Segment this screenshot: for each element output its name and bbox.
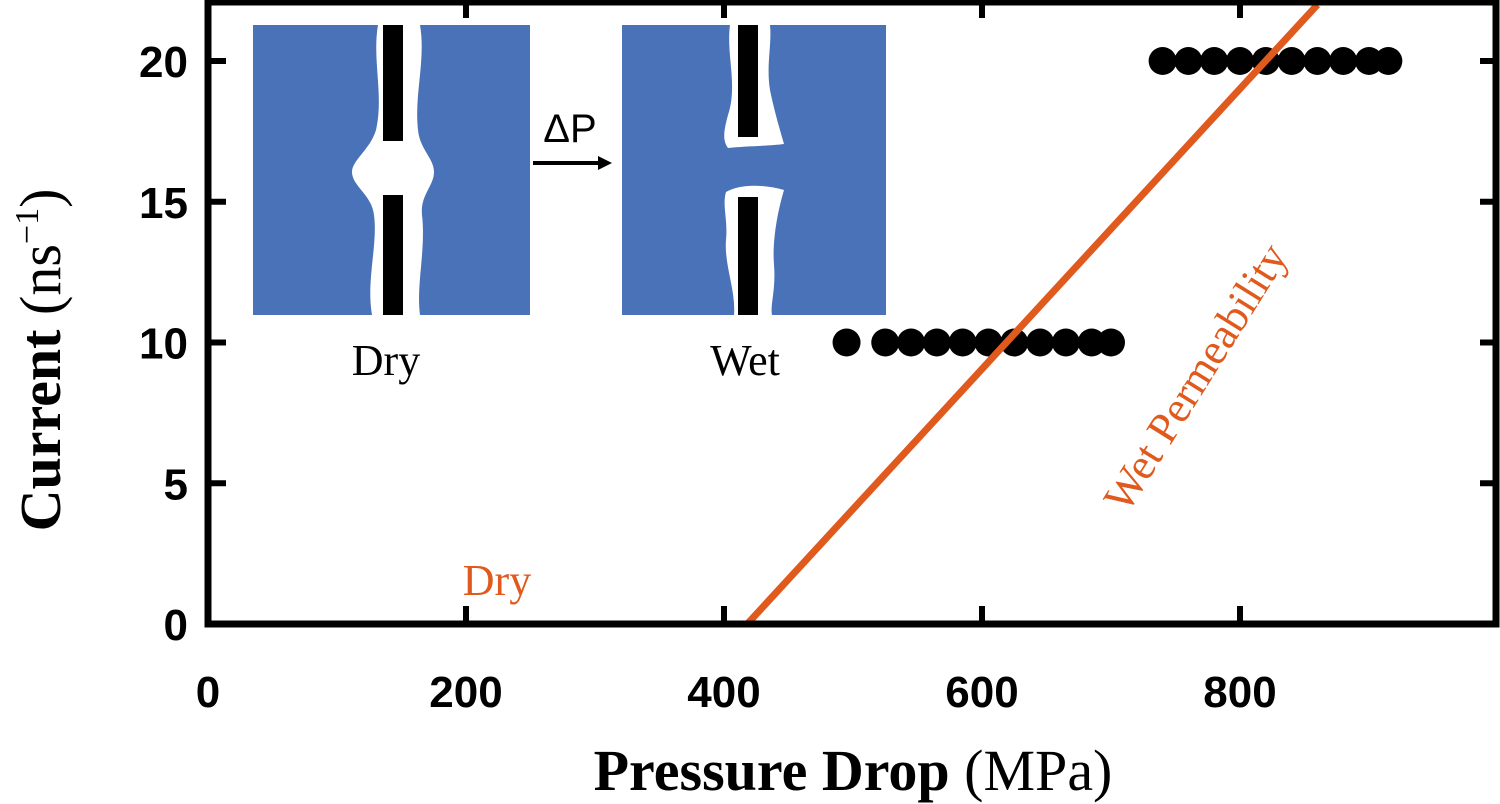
inset-delta-p-label: ΔP xyxy=(543,107,596,151)
x-axis-title-unit: (MPa) xyxy=(964,738,1112,803)
scatter-point xyxy=(1277,47,1306,75)
y-axis-title-unit: (ns xyxy=(8,244,73,315)
y-axis-title-space xyxy=(8,315,73,330)
scatter-point xyxy=(1303,47,1332,75)
y-tick-label: 0 xyxy=(164,601,188,650)
inset-wet-wall-top xyxy=(738,25,758,137)
scatter-point xyxy=(1077,328,1106,357)
axes-border xyxy=(204,0,1500,628)
scatter-point xyxy=(922,328,951,357)
x-tick-label: 0 xyxy=(196,668,220,717)
x-tick-label: 600 xyxy=(945,668,1018,717)
inset-arrow: ΔP xyxy=(533,107,612,170)
scatter-point xyxy=(1148,47,1177,75)
x-tick-label: 800 xyxy=(1203,668,1276,717)
y-tick-label: 15 xyxy=(139,179,188,228)
scatter-point xyxy=(1226,47,1254,75)
scatter-point xyxy=(948,328,977,357)
series-line-wet-permeability xyxy=(744,2,1320,624)
dry-line-label: Dry xyxy=(463,556,531,605)
scatter-point xyxy=(1355,47,1383,75)
inset-dry-wall-top xyxy=(383,25,403,141)
axes-frame xyxy=(204,0,1500,628)
scatter-point xyxy=(897,328,926,357)
inset-illustration: Dry ΔP Wet xyxy=(253,25,886,385)
y-axis-title: Current (ns−1) xyxy=(8,189,73,532)
x-tick-label: 200 xyxy=(429,668,502,717)
scatter-point xyxy=(1200,47,1229,75)
inset-dry-wall-bottom xyxy=(383,195,403,315)
x-tick-label: 400 xyxy=(687,668,760,717)
scatter-point xyxy=(1051,328,1080,357)
scatter-point xyxy=(1026,328,1055,357)
scatter-point xyxy=(1174,47,1203,75)
inset-arrow-head xyxy=(598,156,612,170)
y-tick-label: 10 xyxy=(139,320,188,369)
y-tick-label: 20 xyxy=(139,38,188,87)
inset-dry-label: Dry xyxy=(352,336,420,385)
inset-wet-wall-bottom xyxy=(738,197,758,315)
inset-dry-gap xyxy=(352,25,434,315)
y-tick-label: 5 xyxy=(164,460,188,509)
y-axis-title-exponent: −1 xyxy=(9,208,46,244)
inset-wet-label: Wet xyxy=(710,336,780,385)
scatter-point xyxy=(1329,47,1358,75)
y-axis-title-main: Current xyxy=(8,329,73,532)
y-axis-title-close: ) xyxy=(8,189,73,208)
inset-wet-panel: Wet xyxy=(622,25,886,385)
x-axis-title-main: Pressure Drop xyxy=(594,738,950,803)
tick-labels: 0 200 400 600 800 0 5 10 15 20 xyxy=(139,38,1277,717)
inset-dry-panel: Dry xyxy=(253,25,530,385)
x-axis-title-space xyxy=(950,738,965,803)
scatter-point xyxy=(1000,328,1029,357)
scatter-point xyxy=(1374,47,1403,75)
scatter-point xyxy=(871,328,900,357)
line-layer xyxy=(208,2,1320,624)
scatter-point xyxy=(1097,328,1125,357)
x-axis-title: Pressure Drop (MPa) xyxy=(594,738,1113,803)
scatter-point xyxy=(832,328,861,357)
